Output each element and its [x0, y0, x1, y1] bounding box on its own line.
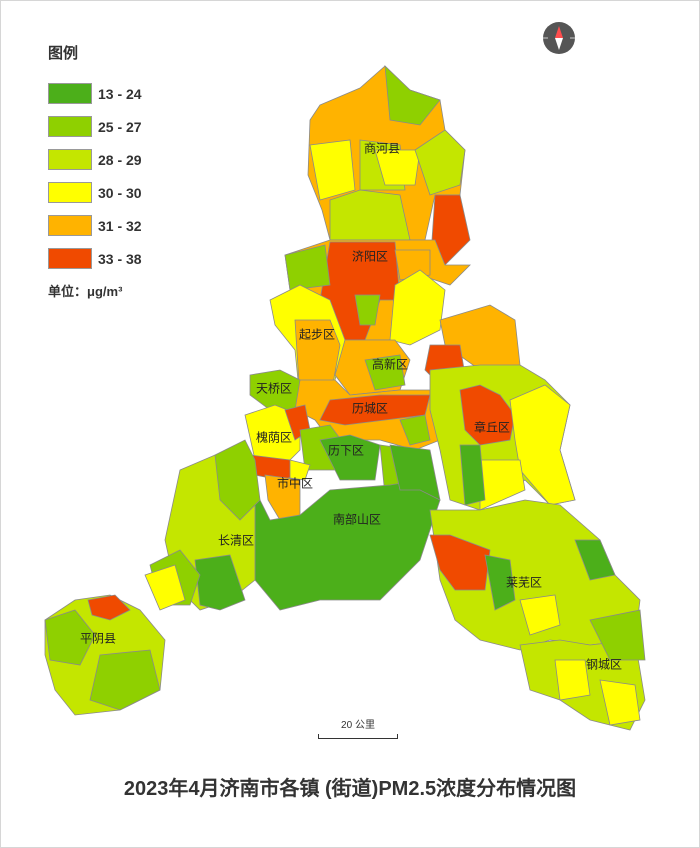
legend-swatch	[48, 215, 92, 236]
legend-swatch	[48, 116, 92, 137]
label-tianqiao: 天桥区	[255, 381, 293, 396]
legend-item: 33 - 38	[48, 242, 142, 275]
township-region	[509, 384, 576, 506]
legend-label: 30 - 30	[98, 184, 142, 201]
legend-label: 31 - 32	[98, 217, 142, 234]
township-region	[389, 444, 441, 501]
township-region	[519, 594, 561, 636]
legend-title: 图例	[48, 45, 79, 62]
township-region	[414, 129, 466, 196]
label-licheng: 历城区	[351, 401, 389, 416]
township-region	[44, 609, 96, 666]
township-region	[284, 244, 331, 291]
township-region	[194, 554, 246, 611]
township-region	[329, 189, 411, 241]
township-region	[354, 294, 381, 326]
township-region	[589, 609, 646, 661]
legend-swatch	[48, 182, 92, 203]
label-shanghe: 商河县	[363, 141, 401, 156]
north-arrow-icon	[542, 21, 576, 55]
label-huaiyin: 槐荫区	[255, 430, 293, 445]
legend-label: 13 - 24	[98, 85, 142, 102]
township-region	[554, 659, 591, 701]
township-region	[459, 444, 486, 506]
scale-bar: 20 公里	[318, 716, 398, 739]
legend-swatch	[48, 149, 92, 170]
township-region	[87, 594, 131, 621]
township-region	[214, 439, 261, 521]
township-region	[384, 64, 441, 126]
label-changqing: 长清区	[217, 533, 255, 548]
label-gaoxin: 高新区	[371, 357, 409, 372]
township-region	[289, 459, 311, 481]
legend-item: 30 - 30	[48, 176, 142, 209]
legend-swatch	[48, 83, 92, 104]
township-region	[319, 434, 381, 481]
township-region	[89, 649, 161, 711]
legend-swatch	[48, 248, 92, 269]
township-region	[574, 539, 616, 581]
map-title: 2023年4月济南市各镇 (街道)PM2.5浓度分布情况图	[123, 778, 577, 800]
label-nanbu: 南部山区	[332, 512, 382, 527]
township-region	[309, 139, 356, 201]
label-jiyang: 济阳区	[351, 249, 389, 264]
township-region	[364, 354, 406, 391]
township-region	[144, 564, 186, 611]
legend-item: 13 - 24	[48, 77, 142, 110]
label-lixia: 历下区	[327, 443, 365, 458]
township-region	[319, 394, 431, 426]
legend-item: 25 - 27	[48, 110, 142, 143]
township-region	[399, 414, 431, 446]
unit-label: 单位：μg/m³	[48, 284, 123, 299]
legend: 图例 13 - 24 25 - 27 28 - 29 30 - 30 31 - 32 33…	[48, 42, 142, 300]
legend-label: 25 - 27	[98, 118, 142, 135]
scale-label: 20 公里	[341, 720, 375, 731]
legend-label: 33 - 38	[98, 250, 142, 267]
label-qibu: 起步区	[298, 327, 336, 342]
legend-label: 28 - 29	[98, 151, 142, 168]
township-region	[599, 679, 641, 726]
township-region	[429, 534, 491, 591]
label-laiwu: 莱芜区	[505, 575, 543, 590]
label-zhangqiu: 章丘区	[473, 420, 511, 435]
label-shizhong: 市中区	[276, 476, 314, 491]
township-region	[459, 384, 516, 446]
township-region	[431, 194, 471, 266]
scale-bar-line	[318, 734, 398, 739]
label-pingyin: 平阴县	[79, 631, 117, 646]
township-region	[374, 149, 421, 186]
legend-item: 28 - 29	[48, 143, 142, 176]
legend-item: 31 - 32	[48, 209, 142, 242]
label-gangcheng: 钢城区	[585, 657, 623, 672]
township-region	[484, 554, 516, 611]
